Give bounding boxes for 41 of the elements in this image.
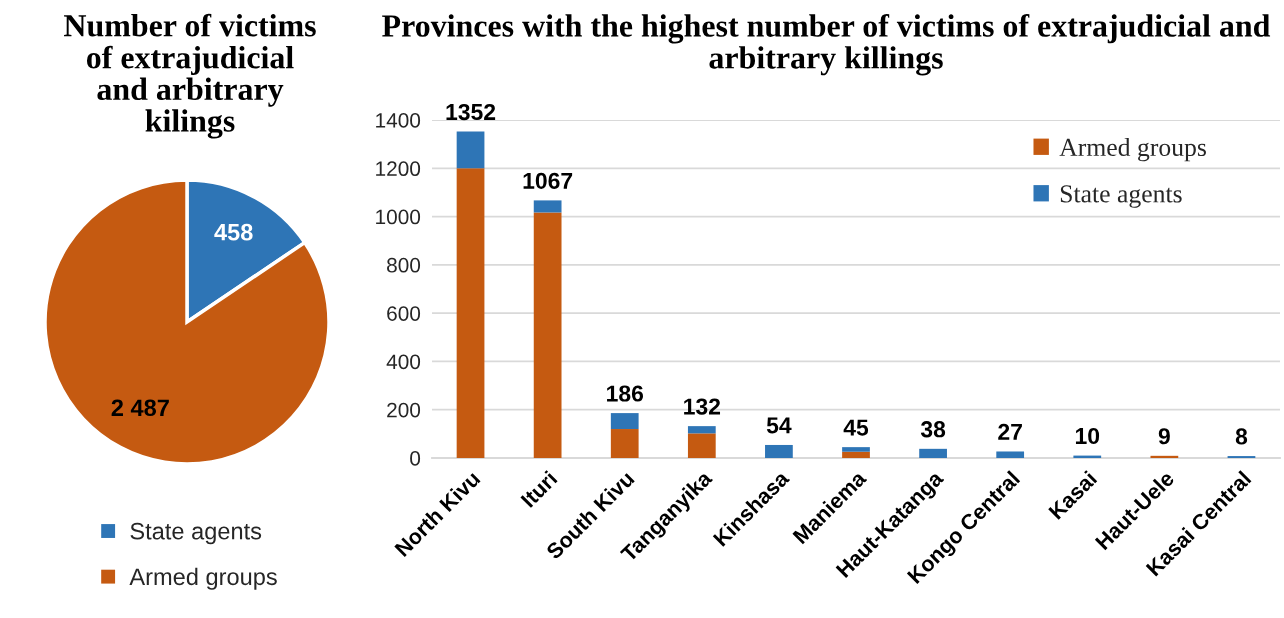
y-tick-label: 600 bbox=[387, 306, 421, 321]
bar bbox=[456, 131, 485, 169]
data-label: 458 bbox=[214, 223, 253, 241]
bar bbox=[842, 451, 870, 458]
bar bbox=[1150, 455, 1179, 458]
total-label: 186 bbox=[607, 385, 644, 402]
total-label: 1067 bbox=[523, 172, 573, 189]
bar bbox=[687, 426, 716, 434]
data-label: 2 487 bbox=[111, 399, 169, 417]
total-label: 27 bbox=[998, 423, 1022, 440]
bar bbox=[842, 447, 870, 452]
legend-label: State agents bbox=[130, 522, 262, 545]
bar bbox=[765, 444, 793, 458]
total-label: 10 bbox=[1075, 427, 1100, 445]
total-label: 1352 bbox=[446, 103, 496, 121]
total-label: 45 bbox=[843, 419, 869, 436]
total-label: 132 bbox=[684, 398, 721, 415]
total-label: 38 bbox=[920, 421, 946, 438]
bar bbox=[610, 429, 639, 458]
legend-label: Armed groups bbox=[129, 567, 277, 590]
legend-label: State agents bbox=[1060, 185, 1182, 208]
bar bbox=[610, 413, 639, 430]
legend-label: Armed groups bbox=[1059, 137, 1206, 162]
bar bbox=[996, 451, 1025, 458]
bar bbox=[533, 200, 562, 213]
y-tick-label: 1400 bbox=[376, 113, 421, 128]
y-tick-label: 0 bbox=[410, 451, 421, 466]
bar bbox=[919, 448, 947, 458]
chart-title: Provinces with the highest number of victims of extrajudicial and arbitrary killings bbox=[382, 14, 1271, 76]
bar bbox=[687, 433, 716, 458]
total-label: 8 bbox=[1235, 428, 1248, 445]
bar bbox=[456, 168, 485, 458]
y-tick-label: 1200 bbox=[376, 161, 421, 177]
y-tick-label: 200 bbox=[387, 402, 421, 418]
total-label: 9 bbox=[1158, 428, 1170, 445]
y-tick-label: 400 bbox=[386, 354, 421, 370]
y-tick-label: 800 bbox=[387, 257, 421, 273]
chart-title: Number of victims of extrajudicial and arbitrary kilings bbox=[64, 13, 316, 139]
bar bbox=[533, 212, 562, 458]
total-label: 54 bbox=[766, 417, 792, 434]
y-tick-label: 1000 bbox=[376, 209, 421, 225]
